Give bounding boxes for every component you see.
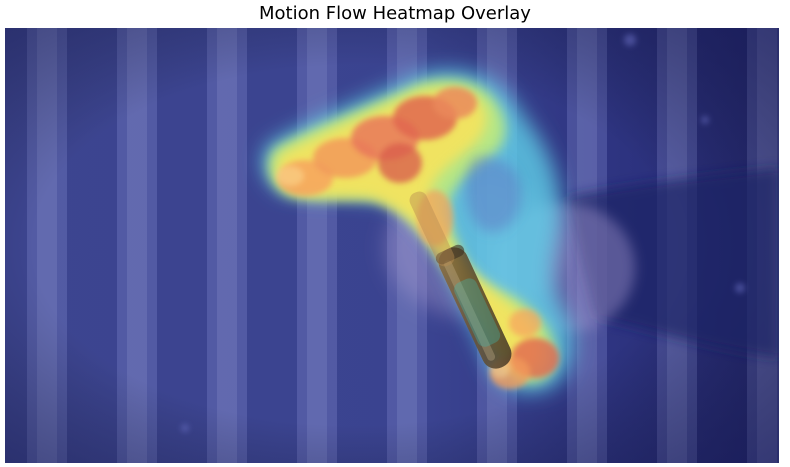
heatmap-image <box>5 28 779 463</box>
figure-title: Motion Flow Heatmap Overlay <box>259 3 531 24</box>
hand-holding-test-tube-icon <box>5 28 779 463</box>
